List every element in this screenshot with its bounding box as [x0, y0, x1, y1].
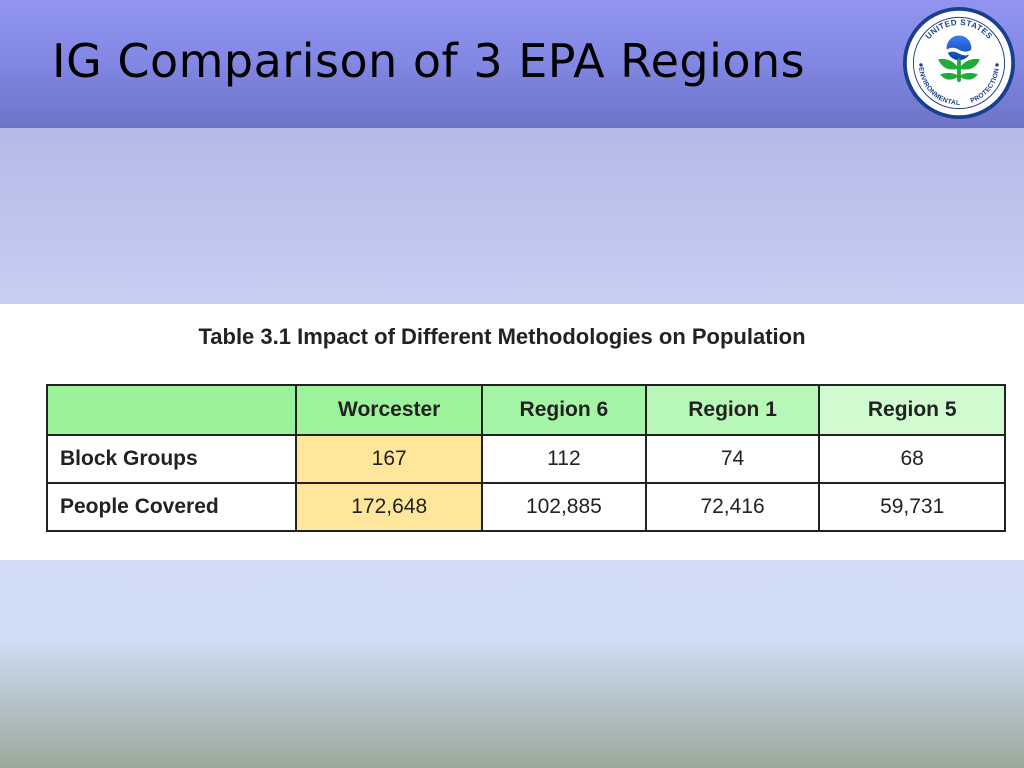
table-cell: 74	[644, 434, 821, 484]
table-row: People Covered 172,648 102,885 72,416 59…	[45, 482, 1006, 532]
epa-seal-icon: UNITED STATES ENVIRONMENTAL PROTECTION A…	[902, 6, 1016, 120]
row-label: People Covered	[45, 482, 298, 532]
table-caption: Table 3.1 Impact of Different Methodolog…	[198, 324, 806, 349]
title-bar: IG Comparison of 3 EPA Regions UNITED ST…	[0, 0, 1024, 128]
table-cell: 59,731	[818, 482, 1006, 532]
header-cell-region-5: Region 5	[818, 384, 1006, 436]
header-corner-cell	[45, 384, 298, 436]
header-cell-region-6: Region 6	[481, 384, 647, 436]
table-panel: Table 3.1 Impact of Different Methodolog…	[0, 304, 1024, 560]
slide-title: IG Comparison of 3 EPA Regions	[52, 34, 806, 88]
table-cell: 72,416	[644, 482, 821, 532]
table-cell: 167	[295, 434, 484, 484]
header-cell-region-1: Region 1	[644, 384, 821, 436]
table-cell: 172,648	[295, 482, 484, 532]
table-header-row: Worcester Region 6 Region 1 Region 5	[45, 384, 1006, 436]
comparison-table: Worcester Region 6 Region 1 Region 5 Blo…	[45, 384, 1006, 532]
table-cell: 102,885	[481, 482, 647, 532]
header-cell-worcester: Worcester	[295, 384, 484, 436]
row-label: Block Groups	[45, 434, 298, 484]
table-row: Block Groups 167 112 74 68	[45, 434, 1006, 484]
table-cell: 68	[818, 434, 1006, 484]
table-cell: 112	[481, 434, 647, 484]
